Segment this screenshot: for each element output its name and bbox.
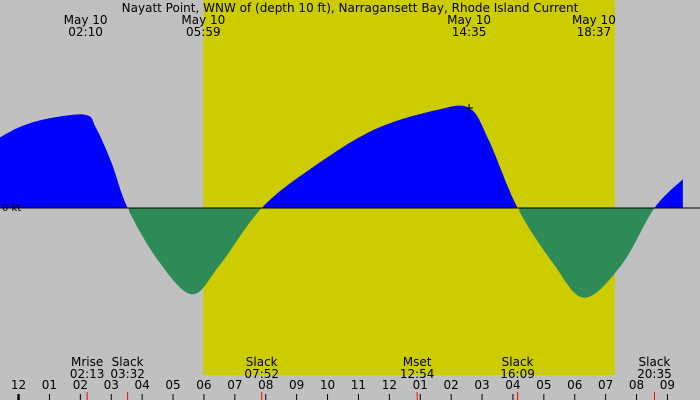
hour-tick-label-4: 03 (104, 378, 119, 392)
chart-title: Nayatt Point, WNW of (depth 10 ft), Narr… (122, 1, 579, 15)
bottom-label-name-1: Slack (112, 355, 144, 369)
bottom-label-time-4: 16:09 (500, 367, 535, 381)
hour-tick-label-13: 12 (382, 378, 397, 392)
event-date-2: May 10 (447, 13, 491, 27)
bottom-label-time-5: 20:35 (637, 367, 672, 381)
bottom-label-time-1: 03:32 (110, 367, 145, 381)
hour-tick-label-7: 06 (196, 378, 211, 392)
hour-tick-label-11: 10 (320, 378, 335, 392)
bottom-label-time-2: 07:52 (244, 367, 279, 381)
flood-area-2 (261, 105, 520, 208)
hour-tick-label-9: 08 (258, 378, 273, 392)
hour-tick-label-20: 07 (598, 378, 613, 392)
hour-tick-label-17: 04 (505, 378, 520, 392)
bottom-label-name-5: Slack (639, 355, 671, 369)
event-date-0: May 10 (64, 13, 108, 27)
hour-tick-label-22: 09 (660, 378, 675, 392)
event-time-1: 05:59 (186, 25, 221, 39)
bottom-event-labels: Mrise02:13Slack03:32Slack07:52Mset12:54S… (70, 355, 672, 400)
bottom-label-name-3: Mset (403, 355, 432, 369)
event-time-3: 18:37 (577, 25, 612, 39)
hour-tick-label-21: 08 (629, 378, 644, 392)
hour-tick-label-15: 02 (443, 378, 458, 392)
zero-label: 0 kt (2, 203, 21, 214)
event-time-2: 14:35 (452, 25, 487, 39)
bottom-label-time-3: 12:54 (400, 367, 435, 381)
bottom-label-name-4: Slack (502, 355, 534, 369)
bottom-label-name-0: Mrise (71, 355, 103, 369)
hour-tick-label-18: 05 (536, 378, 551, 392)
hour-tick-label-2: 01 (42, 378, 57, 392)
hour-tick-label-12: 11 (351, 378, 366, 392)
bottom-label-time-0: 02:13 (70, 367, 105, 381)
hour-tick-label-16: 03 (474, 378, 489, 392)
flood-area-0 (0, 114, 129, 208)
hour-tick-label-5: 04 (134, 378, 149, 392)
hour-tick-label-1: 12 (11, 378, 26, 392)
event-date-1: May 10 (181, 13, 225, 27)
ebb-area-3 (519, 208, 655, 298)
hour-tick-label-19: 06 (567, 378, 582, 392)
current-curve (0, 105, 683, 298)
hour-tick-label-8: 07 (227, 378, 242, 392)
hour-tick-label-14: 01 (413, 378, 428, 392)
hour-tick-label-10: 09 (289, 378, 304, 392)
hour-tick-label-6: 05 (165, 378, 180, 392)
flood-area-4 (654, 179, 683, 208)
bottom-label-name-2: Slack (246, 355, 278, 369)
event-date-3: May 10 (572, 13, 616, 27)
hour-axis: 1112010203040506070809101112010203040506… (11, 378, 675, 400)
ebb-area-1 (128, 208, 262, 295)
hour-tick-label-3: 02 (73, 378, 88, 392)
event-time-0: 02:10 (68, 25, 103, 39)
